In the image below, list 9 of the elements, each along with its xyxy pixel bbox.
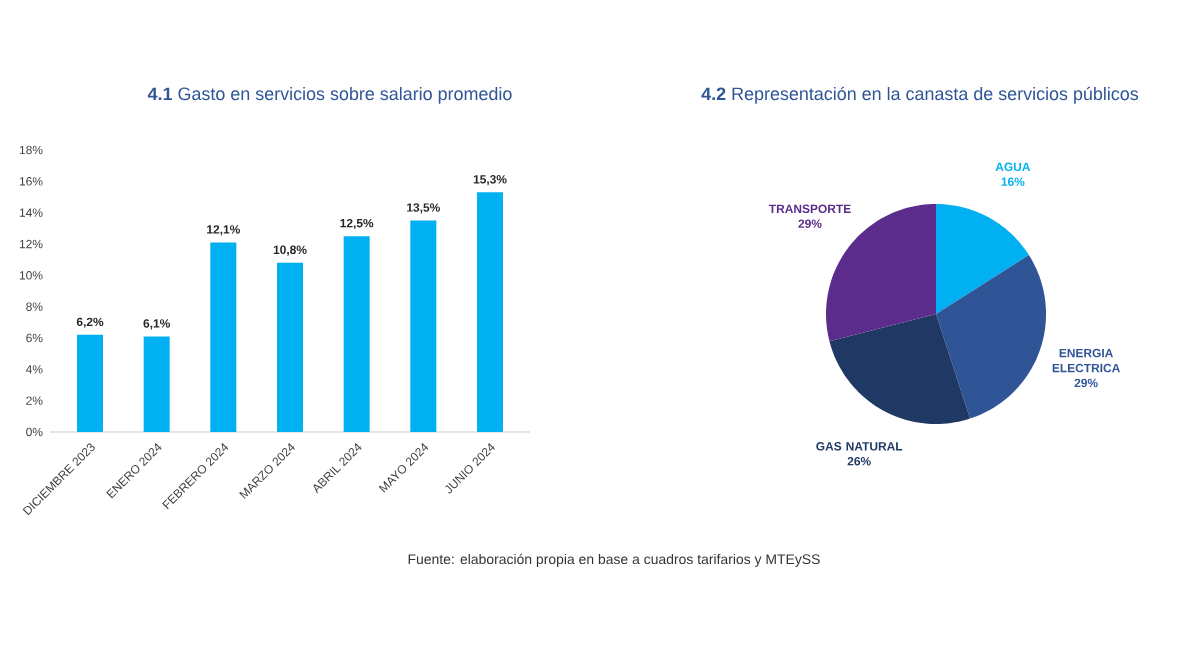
bar [210,242,237,432]
bar [343,236,370,432]
bar [410,220,437,432]
bar [277,262,303,432]
bar [143,336,170,432]
chart-title: 4.1 Gasto en servicios sobre salario promedio [147,86,512,104]
bar [477,192,503,432]
chart-title: 4.2 Representación en la canasta de servicios públicos [701,86,1139,104]
bar [77,334,103,432]
